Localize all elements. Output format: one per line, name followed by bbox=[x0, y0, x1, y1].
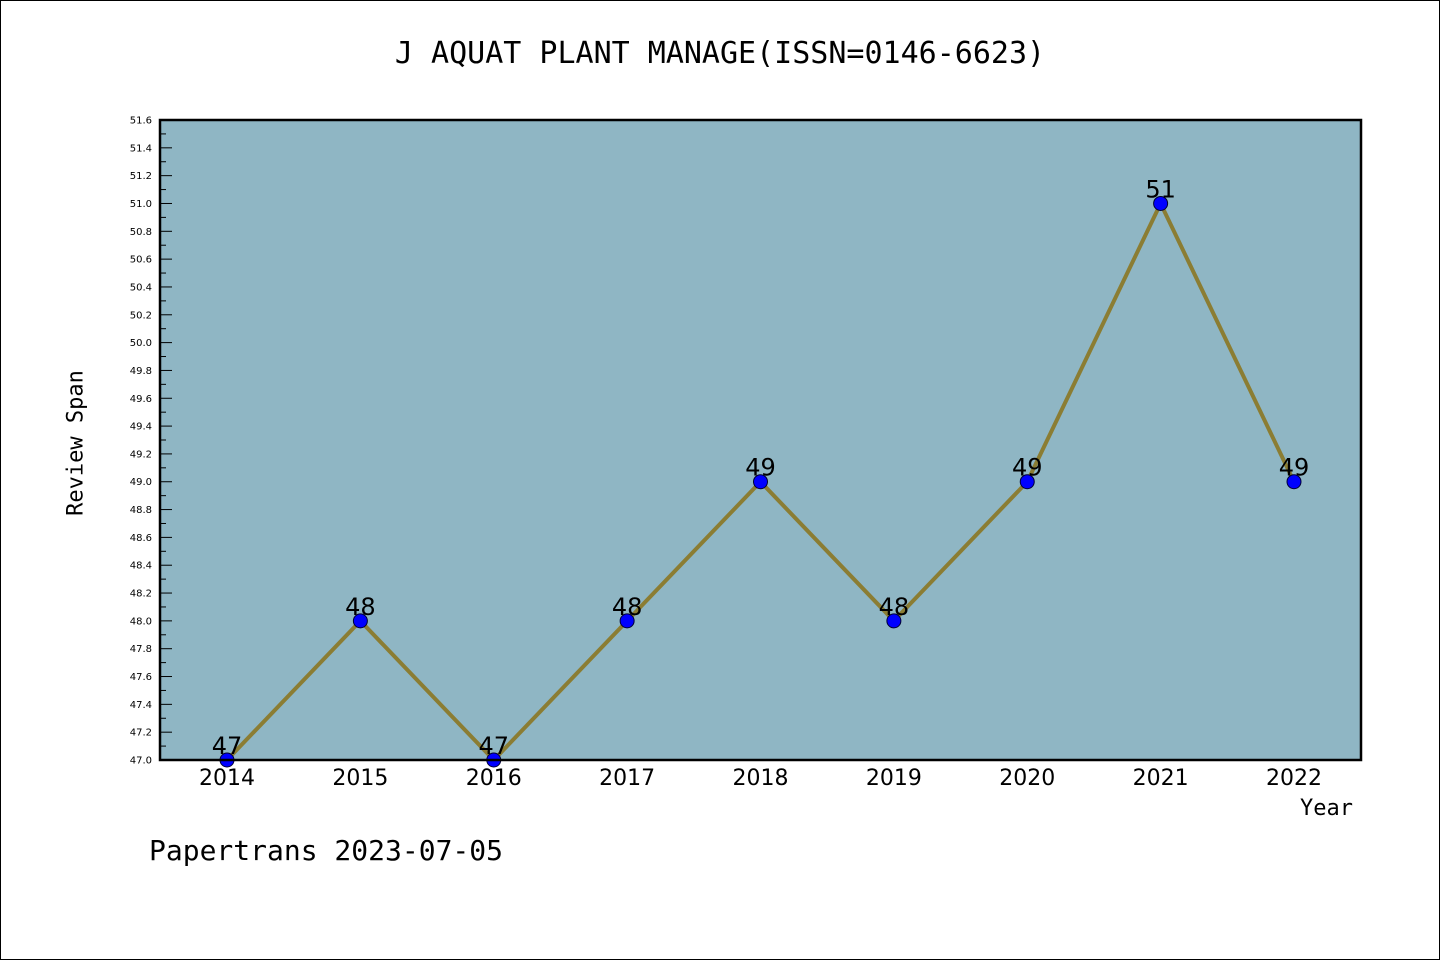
y-tick-label: 48.6 bbox=[130, 533, 152, 544]
data-label: 47 bbox=[478, 732, 509, 760]
data-point bbox=[753, 474, 768, 490]
y-tick-label: 47.0 bbox=[130, 756, 152, 767]
y-tick-label: 49.2 bbox=[130, 449, 152, 460]
data-point bbox=[619, 613, 635, 629]
y-tick-label: 48.2 bbox=[130, 589, 152, 600]
data-point bbox=[1019, 474, 1035, 490]
data-point bbox=[1286, 474, 1302, 490]
y-tick-label: 49.0 bbox=[130, 477, 152, 488]
y-tick-label: 49.6 bbox=[130, 394, 152, 405]
y-tick-label: 49.4 bbox=[130, 422, 152, 433]
x-tick-label: 2022 bbox=[1266, 766, 1322, 791]
x-axis-label: Year bbox=[1300, 796, 1353, 821]
data-point bbox=[1153, 195, 1169, 211]
x-tick-label: 2021 bbox=[1133, 766, 1189, 791]
data-label: 48 bbox=[612, 593, 643, 621]
x-tick-label: 2015 bbox=[332, 766, 388, 791]
data-label: 47 bbox=[212, 732, 243, 760]
y-tick-label: 48.4 bbox=[130, 561, 152, 572]
y-tick-label: 51.4 bbox=[130, 143, 152, 154]
plot-border bbox=[158, 118, 1363, 762]
data-point bbox=[886, 613, 902, 629]
y-tick-label: 48.8 bbox=[130, 505, 152, 516]
footer-text: Papertrans 2023-07-05 bbox=[149, 834, 504, 867]
x-tick-label: 2017 bbox=[599, 766, 655, 791]
x-tick-label: 2019 bbox=[866, 766, 922, 791]
y-tick-label: 47.4 bbox=[130, 700, 152, 711]
series-group bbox=[219, 195, 1302, 768]
y-tick-label: 47.2 bbox=[130, 728, 152, 739]
data-labels: 47 48 47 48 49 48 49 51 49 bbox=[212, 175, 1310, 760]
y-tick-label: 50.6 bbox=[130, 255, 152, 266]
data-label: 51 bbox=[1145, 175, 1176, 203]
y-tick-label: 48.0 bbox=[130, 616, 152, 627]
data-label: 49 bbox=[1279, 454, 1310, 482]
x-axis: 2014 2015 2016 2017 2018 2019 2020 2021 2022 bbox=[199, 766, 1322, 791]
data-label: 49 bbox=[1012, 454, 1043, 482]
y-tick-label: 51.0 bbox=[130, 199, 152, 210]
x-tick-label: 2018 bbox=[733, 766, 789, 791]
data-label: 49 bbox=[745, 454, 776, 482]
y-tick-label: 50.0 bbox=[130, 338, 152, 349]
x-tick-label: 2016 bbox=[466, 766, 522, 791]
chart-title: J AQUAT PLANT MANAGE(ISSN=0146-6623) bbox=[394, 36, 1046, 71]
y-tick-label: 47.6 bbox=[130, 672, 152, 683]
y-tick-label: 51.2 bbox=[130, 171, 152, 182]
y-tick-label: 49.8 bbox=[130, 366, 152, 377]
data-point bbox=[352, 613, 368, 629]
y-tick-label: 51.6 bbox=[130, 116, 152, 127]
data-label: 48 bbox=[879, 593, 910, 621]
data-label: 48 bbox=[345, 593, 376, 621]
y-tick-label: 47.8 bbox=[130, 644, 152, 655]
y-tick-label: 50.4 bbox=[130, 282, 152, 293]
plot-area bbox=[160, 120, 1361, 760]
y-tick-label: 50.2 bbox=[130, 310, 152, 321]
x-tick-label: 2020 bbox=[999, 766, 1055, 791]
x-tick-label: 2014 bbox=[199, 766, 255, 791]
y-tick-label: 50.8 bbox=[130, 227, 152, 238]
y-axis: 47.0 47.2 47.4 47.6 47.8 48.0 48.2 48.4 48.6 48.8… bbox=[130, 116, 172, 767]
